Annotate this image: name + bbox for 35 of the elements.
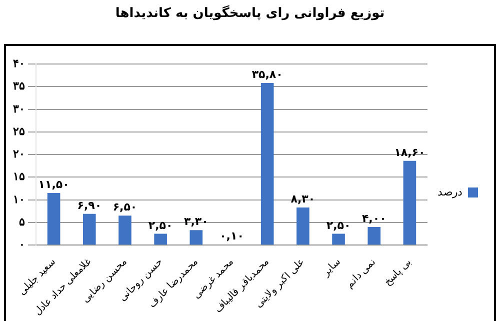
y-tick-label: ۳۰ — [13, 103, 25, 116]
x-tick-label: بی پاسخ — [382, 256, 414, 288]
y-tick-label: ۴۰ — [13, 58, 25, 70]
data-label: ۴,۰۰ — [362, 212, 386, 225]
bar — [154, 234, 167, 245]
y-tick-label: ۱۵ — [13, 171, 25, 184]
y-tick-label: ۰ — [19, 239, 25, 252]
data-label: ۸,۳۰ — [290, 192, 316, 206]
data-label: ۶,۵۰ — [112, 200, 138, 214]
legend-label: درصد — [438, 186, 462, 199]
y-tick-label: ۲۰ — [13, 148, 25, 161]
data-label: ۶,۹۰ — [77, 198, 102, 212]
data-label: ۳,۳۰ — [184, 215, 208, 228]
y-tick-label: ۵ — [19, 216, 25, 228]
chart-title: توزیع فراوانی رای پاسخگویان به کاندیداها — [114, 6, 386, 21]
bar — [332, 234, 345, 245]
bar — [47, 193, 60, 245]
bar — [368, 226, 381, 245]
x-tick-label: سایر — [320, 256, 343, 280]
bar — [190, 230, 203, 245]
bar — [260, 83, 274, 245]
data-label: ۳۵,۸۰ — [252, 68, 283, 82]
y-tick-label: ۲۵ — [13, 126, 25, 138]
bar — [118, 216, 132, 245]
data-label: ۱۸,۶۰ — [394, 146, 426, 159]
y-tick-label: ۳۵ — [13, 80, 25, 93]
bar — [82, 214, 96, 245]
y-tick-label: ۱۰ — [13, 194, 25, 206]
data-label: ۲,۵۰ — [326, 218, 351, 232]
data-label: ۲,۵۰ — [148, 218, 173, 232]
x-tick-label: نمی دانم — [344, 256, 378, 290]
data-label: ۱۱,۵۰ — [38, 178, 70, 192]
data-label: ۰,۱۰ — [220, 230, 244, 243]
bar — [403, 160, 416, 245]
bar — [296, 208, 310, 245]
